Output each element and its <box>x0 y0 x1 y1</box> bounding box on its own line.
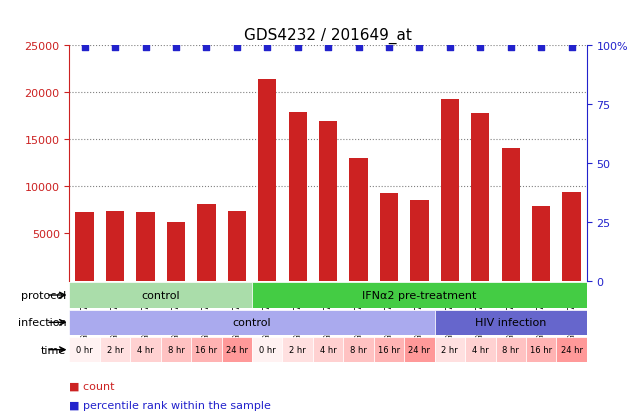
Point <box>232 45 242 51</box>
Bar <box>130 337 161 363</box>
Bar <box>106 211 124 281</box>
Point <box>80 45 90 51</box>
Text: 2 hr: 2 hr <box>289 345 306 354</box>
Bar <box>69 310 435 335</box>
Bar <box>100 337 130 363</box>
Bar <box>228 211 246 281</box>
Bar <box>76 212 94 281</box>
Bar <box>252 337 283 363</box>
Text: 24 hr: 24 hr <box>560 345 582 354</box>
Bar <box>526 337 557 363</box>
Bar <box>283 337 313 363</box>
Text: control: control <box>233 318 271 328</box>
Point <box>475 45 485 51</box>
Text: 16 hr: 16 hr <box>196 345 218 354</box>
Point <box>415 45 425 51</box>
Bar <box>410 201 428 281</box>
Text: HIV infection: HIV infection <box>475 318 546 328</box>
Text: 0 hr: 0 hr <box>259 345 276 354</box>
Bar <box>435 310 587 335</box>
Bar <box>380 193 398 281</box>
Point <box>141 45 151 51</box>
Text: 4 hr: 4 hr <box>472 345 488 354</box>
Bar <box>69 337 100 363</box>
Bar <box>404 337 435 363</box>
Point <box>293 45 303 51</box>
Text: 8 hr: 8 hr <box>167 345 184 354</box>
Text: 2 hr: 2 hr <box>442 345 458 354</box>
Bar <box>374 337 404 363</box>
Text: 4 hr: 4 hr <box>137 345 154 354</box>
Point <box>171 45 181 51</box>
Point <box>353 45 363 51</box>
Bar <box>288 112 307 281</box>
Bar <box>502 149 520 281</box>
Bar <box>435 337 465 363</box>
Text: 24 hr: 24 hr <box>408 345 430 354</box>
Bar <box>252 282 587 308</box>
Text: control: control <box>141 290 180 300</box>
Text: IFNα2 pre-treatment: IFNα2 pre-treatment <box>362 290 476 300</box>
Bar <box>319 122 337 281</box>
Point <box>110 45 120 51</box>
Point <box>536 45 546 51</box>
Bar <box>258 80 276 281</box>
Text: ■ percentile rank within the sample: ■ percentile rank within the sample <box>69 400 271 410</box>
Title: GDS4232 / 201649_at: GDS4232 / 201649_at <box>244 28 412 44</box>
Text: time: time <box>41 345 66 355</box>
Bar <box>532 206 550 281</box>
Bar <box>343 337 374 363</box>
Bar <box>69 282 252 308</box>
Bar <box>161 337 191 363</box>
Bar <box>191 337 221 363</box>
Bar <box>136 212 155 281</box>
Bar <box>557 337 587 363</box>
Text: 8 hr: 8 hr <box>350 345 367 354</box>
Text: 16 hr: 16 hr <box>378 345 400 354</box>
Bar <box>221 337 252 363</box>
Bar <box>440 100 459 281</box>
Text: ■ count: ■ count <box>69 380 115 390</box>
Bar <box>471 114 490 281</box>
Point <box>262 45 273 51</box>
Point <box>505 45 516 51</box>
Point <box>567 45 577 51</box>
Point <box>445 45 455 51</box>
Bar <box>495 337 526 363</box>
Bar <box>167 223 185 281</box>
Text: 16 hr: 16 hr <box>530 345 552 354</box>
Text: 2 hr: 2 hr <box>107 345 124 354</box>
Text: infection: infection <box>18 318 66 328</box>
Text: 4 hr: 4 hr <box>320 345 336 354</box>
Text: 24 hr: 24 hr <box>226 345 248 354</box>
Text: protocol: protocol <box>21 290 66 300</box>
Bar <box>562 192 581 281</box>
Bar <box>313 337 343 363</box>
Bar <box>465 337 495 363</box>
Point <box>201 45 211 51</box>
Bar <box>350 159 368 281</box>
Text: 8 hr: 8 hr <box>502 345 519 354</box>
Bar <box>198 204 216 281</box>
Point <box>323 45 333 51</box>
Point <box>384 45 394 51</box>
Text: 0 hr: 0 hr <box>76 345 93 354</box>
